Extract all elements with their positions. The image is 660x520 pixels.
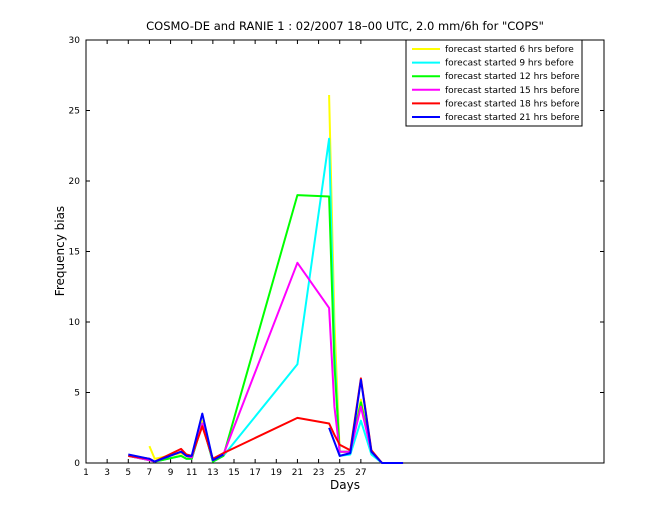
x-tick-label: 25 [334, 468, 345, 478]
legend-label: forecast started 6 hrs before [445, 45, 574, 55]
x-tick-label: 13 [207, 468, 218, 478]
x-tick-label: 7 [147, 468, 153, 478]
chart-title-text: COSMO-DE and RANIE 1 : 02/2007 18–00 UTC… [146, 19, 544, 33]
series-lines [128, 94, 404, 464]
x-tick-label: 27 [355, 468, 366, 478]
x-tick-label: 9 [168, 468, 174, 478]
x-tick-label: 5 [125, 468, 131, 478]
legend-label: forecast started 18 hrs before [445, 99, 580, 109]
x-axis-title: Days [330, 478, 360, 492]
y-tick-label: 5 [74, 389, 80, 399]
legend-item: forecast started 18 hrs before [412, 99, 580, 109]
legend-label: forecast started 12 hrs before [445, 72, 580, 82]
x-tick-label: 19 [271, 468, 283, 478]
x-tick-label: 1 [83, 468, 89, 478]
y-tick-label: 0 [74, 459, 80, 469]
legend: forecast started 6 hrs before forecast st… [405, 39, 583, 127]
series-6 [128, 378, 404, 464]
y-tick-label: 30 [69, 36, 81, 46]
y-tick-label: 25 [69, 107, 80, 117]
legend-item: forecast started 9 hrs before [412, 59, 574, 69]
legend-label: forecast started 21 hrs before [445, 113, 580, 123]
chart-title: COSMO-DE and RANIE 1 : 02/2007 18–00 UTC… [146, 19, 544, 33]
y-tick-label: 20 [69, 177, 81, 187]
legend-item: forecast started 6 hrs before [412, 45, 574, 55]
y-tick-label: 15 [69, 248, 80, 258]
x-tick-label: 17 [249, 468, 260, 478]
y-axis-title: Frequency bias [53, 206, 67, 296]
legend-item: forecast started 15 hrs before [412, 86, 580, 96]
series-line [328, 378, 404, 464]
legend-label: forecast started 9 hrs before [445, 59, 574, 69]
legend-item: forecast started 12 hrs before [412, 72, 580, 82]
x-tick-label: 11 [186, 468, 197, 478]
x-tick-label: 21 [292, 468, 303, 478]
legend-box [405, 39, 583, 127]
series-line [128, 412, 224, 463]
axis-labels: Days Frequency bias [53, 206, 360, 492]
y-tick-label: 10 [69, 318, 81, 328]
x-tick-label: 3 [104, 468, 110, 478]
x-tick-label: 23 [313, 468, 324, 478]
x-tick-label: 15 [228, 468, 239, 478]
legend-item: forecast started 21 hrs before [412, 113, 580, 123]
legend-label: forecast started 15 hrs before [445, 86, 580, 96]
